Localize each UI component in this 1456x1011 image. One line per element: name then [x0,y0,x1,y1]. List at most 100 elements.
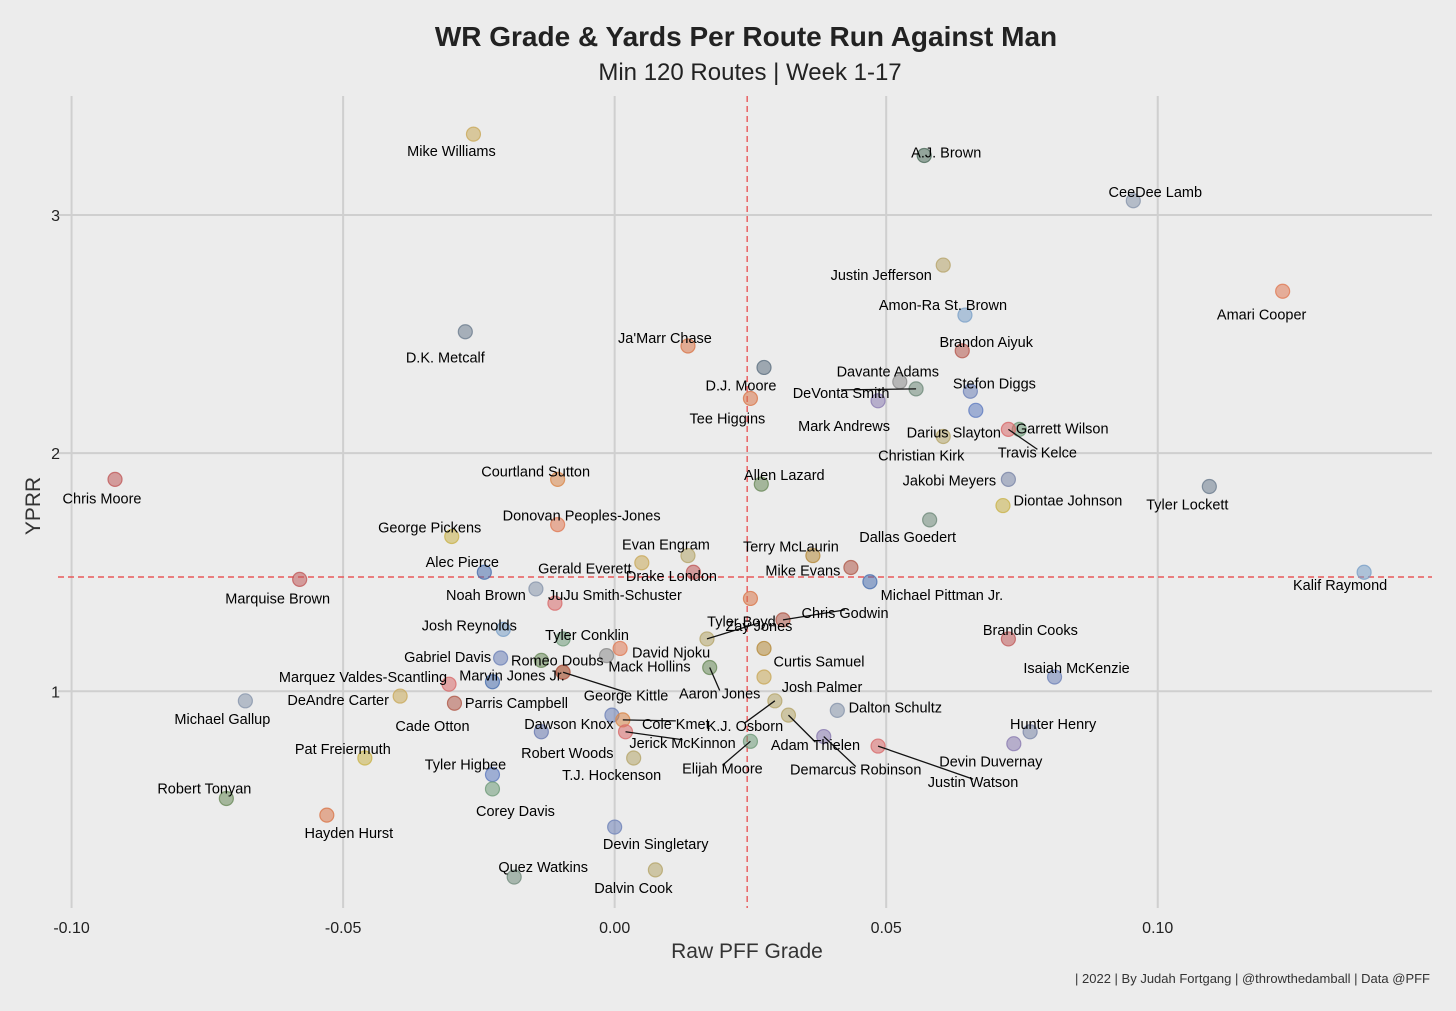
leader-jerick-mckinnon [625,731,683,741]
point-diontae-johnson [995,497,1011,514]
label-davante-adams: Davante Adams [837,365,939,381]
label-deandre-carter: DeAndre Carter [287,693,389,709]
label-robert-tonyan: Robert Tonyan [157,781,251,797]
data-labels: Mike Williams A.J. Brown CeeDee Lamb Justin… [63,144,1388,897]
label-zay-jones: Zay Jones [726,619,793,635]
chart-subtitle: Min 120 Routes | Week 1-17 [598,59,901,86]
point-dalvin-cook [647,862,663,878]
point-mike-williams [465,126,482,142]
point-terry-mclaurin [805,547,821,564]
label-alec-pierce: Alec Pierce [426,555,499,571]
y-tick-label: 2 [51,446,60,463]
label-tyler-conklin: Tyler Conklin [545,628,629,644]
x-tick-label: 0.00 [599,920,630,937]
label-mack-hollins: Mack Hollins [608,660,690,676]
point-dalton-schultz [829,702,845,718]
label-george-pickens: George Pickens [378,521,481,537]
leader-devonta-smith [841,388,917,391]
point-tyler-boyd [742,590,759,607]
point-donovan-peoples-jones [550,517,566,533]
data-points [107,126,1372,885]
point-stefon-diggs [962,383,978,399]
point-brandon-aiyuk [954,343,970,359]
label-dalton-schultz: Dalton Schultz [849,700,943,716]
label-hayden-hurst: Hayden Hurst [304,826,393,842]
label-quez-watkins: Quez Watkins [498,860,588,876]
leader-zay-jones [706,622,760,640]
x-tick-labels: -0.10 -0.05 0.00 0.05 0.10 [53,920,1173,937]
y-axis-title: YPRR [22,477,45,535]
label-brandon-aiyuk: Brandon Aiyuk [939,335,1033,351]
label-donovan-peoples-jones: Donovan Peoples-Jones [503,509,661,525]
leader-george-kittle [562,671,627,693]
label-courtland-sutton: Courtland Sutton [481,464,590,480]
label-hunter-henry: Hunter Henry [1010,717,1097,733]
label-t-j-hockenson: T.J. Hockenson [562,768,661,784]
point-robert-woods [533,724,549,740]
leader-demarcus-robinson [823,736,857,768]
label-devonta-smith: DeVonta Smith [793,386,890,402]
y-tick-label: 1 [51,684,60,701]
label-devin-duvernay: Devin Duvernay [939,755,1043,771]
leader-travis-kelce [1008,428,1038,450]
label-a-j-brown: A.J. Brown [911,146,981,162]
label-noah-brown: Noah Brown [446,588,526,604]
point-ja-marr-chase [680,338,696,354]
label-tyler-boyd: Tyler Boyd [707,614,776,630]
x-tick-label: 0.05 [871,920,902,937]
point-marquise-brown [292,571,308,587]
y-tick-label: 3 [51,208,60,225]
label-corey-davis: Corey Davis [476,804,555,820]
label-curtis-samuel: Curtis Samuel [773,654,864,670]
point-quez-watkins [506,869,522,885]
point-brandin-cooks [1000,631,1016,647]
point-mark-andrews [870,393,886,409]
point-michael-gallup [237,693,253,709]
point-devin-singletary [607,819,623,835]
label-george-kittle: George Kittle [584,688,669,704]
point-robert-tonyan [218,790,234,807]
chart-caption: | 2022 | By Judah Fortgang | @throwtheda… [1075,971,1430,986]
grid-lines [58,96,1432,908]
x-tick-label: -0.10 [53,920,90,937]
label-d-j-moore: D.J. Moore [706,378,777,394]
point-d-j-moore [756,359,772,376]
label-christian-kirk: Christian Kirk [878,449,965,465]
point-dallas-goedert [922,512,938,528]
point-allen-lazard [753,476,769,492]
point-parris-campbell [484,674,501,690]
label-terry-mclaurin: Terry McLaurin [743,540,839,556]
point-corey-davis [484,781,501,797]
point-ceedee-lamb [1125,193,1141,209]
label-robert-woods: Robert Woods [521,746,613,762]
point-d-k-metcalf [457,324,473,340]
point-hunter-henry [1022,724,1038,740]
leader-adam-thielen [787,714,816,743]
label-allen-lazard: Allen Lazard [744,468,825,484]
point-justin-jefferson [935,257,951,273]
point-mike-evans [843,559,859,576]
label-chris-moore: Chris Moore [63,491,142,507]
point-cade-otton [446,695,463,711]
label-k-j-osborn: K.J. Osborn [707,719,784,735]
point-pat-freiermuth [357,750,373,766]
leader-k-j-osborn [744,700,776,724]
chart-title: WR Grade & Yards Per Route Run Against M… [435,21,1057,52]
point-gabriel-davis [493,650,509,666]
leader-cole-kmet [622,719,676,722]
point-alec-pierce [476,564,492,580]
point-tyler-lockett [1201,478,1217,495]
label-garrett-wilson: Garrett Wilson [1016,421,1109,437]
label-travis-kelce: Travis Kelce [998,445,1077,461]
label-parris-campbell: Parris Campbell [465,696,568,712]
label-ceedee-lamb: CeeDee Lamb [1109,185,1203,201]
label-pat-freiermuth: Pat Freiermuth [295,742,391,758]
point-curtis-samuel [756,640,772,657]
label-tyler-higbee: Tyler Higbee [425,758,506,774]
point-a-j-brown [916,147,932,164]
point-christian-kirk [935,428,951,445]
point-darius-slayton [968,402,984,418]
label-justin-watson: Justin Watson [928,775,1019,791]
label-jerick-mckinnon: Jerick McKinnon [629,736,735,752]
